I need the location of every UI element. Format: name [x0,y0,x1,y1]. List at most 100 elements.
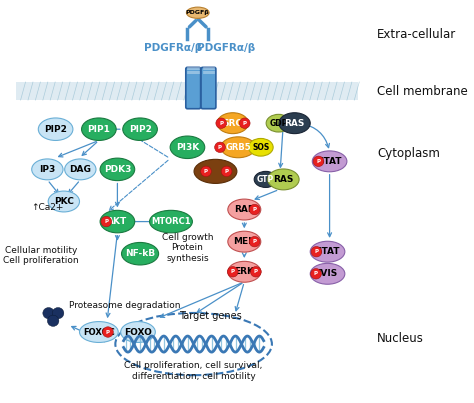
Text: PI3K: PI3K [176,143,199,152]
Text: Extra-cellular: Extra-cellular [377,28,456,42]
Circle shape [311,247,322,257]
Ellipse shape [194,159,237,183]
Text: PDGFRα/β: PDGFRα/β [144,43,202,53]
Circle shape [310,268,321,279]
Text: NF-kB: NF-kB [125,249,155,258]
Ellipse shape [64,159,96,180]
Text: SOS: SOS [252,143,269,152]
Text: ↑Ca2+: ↑Ca2+ [31,203,63,212]
Ellipse shape [123,118,157,141]
Ellipse shape [248,139,273,156]
Text: PDK3: PDK3 [104,165,131,174]
Ellipse shape [121,322,155,343]
Circle shape [249,237,260,247]
Circle shape [221,166,232,177]
Ellipse shape [38,118,73,141]
FancyBboxPatch shape [201,67,216,109]
Text: Cell membrane: Cell membrane [377,85,468,98]
Text: Target genes: Target genes [179,311,241,321]
Ellipse shape [228,199,261,220]
Text: P: P [314,249,319,254]
Text: P: P [218,145,222,150]
Ellipse shape [48,191,80,212]
Ellipse shape [170,136,205,158]
Text: P: P [314,271,318,276]
Ellipse shape [149,210,192,233]
Text: IP3: IP3 [39,165,55,174]
Text: Cell growth
Protein
synthesis: Cell growth Protein synthesis [162,233,213,263]
Text: PIP2: PIP2 [128,125,152,134]
Text: MEK: MEK [233,237,255,246]
Text: FOXO: FOXO [124,328,152,337]
Text: STAT: STAT [317,157,342,166]
Ellipse shape [310,241,345,262]
Text: RAS: RAS [284,119,305,128]
Ellipse shape [266,114,291,132]
Ellipse shape [268,169,299,190]
Text: Nucleus: Nucleus [377,332,424,345]
Circle shape [250,266,261,277]
Text: RAF: RAF [234,205,255,214]
Circle shape [47,315,59,326]
Circle shape [215,142,225,152]
Circle shape [201,166,211,177]
Ellipse shape [221,137,255,158]
Text: ERK: ERK [234,267,255,276]
Ellipse shape [228,231,261,252]
Text: GDP: GDP [269,119,288,128]
Text: P: P [204,169,208,174]
Text: AKT: AKT [107,217,128,226]
Text: Cellular motility
Cell proliferation: Cellular motility Cell proliferation [3,246,79,266]
Text: P: P [253,207,256,212]
Circle shape [228,266,238,277]
Ellipse shape [228,261,261,282]
Text: P: P [106,330,110,334]
Text: P: P [253,239,256,244]
Ellipse shape [32,159,63,180]
Ellipse shape [121,243,159,265]
Text: RAS: RAS [273,175,293,184]
Text: PDGFRα/β: PDGFRα/β [198,43,255,53]
Ellipse shape [80,322,118,343]
Text: P: P [317,159,320,164]
Text: P: P [243,120,247,126]
Ellipse shape [254,171,277,187]
Text: IVIS: IVIS [318,269,337,278]
Ellipse shape [310,263,345,284]
Circle shape [52,307,64,319]
Ellipse shape [312,151,347,172]
Text: GTP: GTP [257,175,274,184]
Bar [17,82,358,100]
Text: SRC: SRC [223,119,243,128]
Circle shape [249,204,260,215]
Text: P: P [219,120,223,126]
Text: P: P [231,269,235,274]
Ellipse shape [186,7,209,19]
FancyBboxPatch shape [186,67,201,109]
Text: PDGFβ: PDGFβ [186,10,210,15]
Circle shape [101,216,112,227]
Circle shape [239,118,250,129]
Ellipse shape [100,210,135,233]
Text: Cell proliferation, cell survival,
differentiation, cell motility: Cell proliferation, cell survival, diffe… [125,361,263,381]
Text: MTORC1: MTORC1 [151,217,191,226]
Circle shape [216,118,227,129]
Text: P: P [254,269,258,274]
Text: STAT: STAT [315,247,340,256]
Ellipse shape [82,118,116,141]
Circle shape [102,327,113,337]
Text: P: P [225,169,228,174]
Text: DAG: DAG [69,165,91,174]
Ellipse shape [217,113,248,134]
Text: FOXOC: FOXOC [83,328,115,337]
Circle shape [43,307,55,319]
Text: PKC: PKC [54,197,74,206]
Ellipse shape [279,113,310,134]
Text: GRB5: GRB5 [225,143,251,152]
Text: Cytoplasm: Cytoplasm [377,147,440,160]
Text: Proteasome degradation: Proteasome degradation [69,301,181,310]
Text: PIP2: PIP2 [44,125,67,134]
Ellipse shape [100,158,135,181]
Text: PIP1: PIP1 [87,125,110,134]
Circle shape [313,156,324,166]
